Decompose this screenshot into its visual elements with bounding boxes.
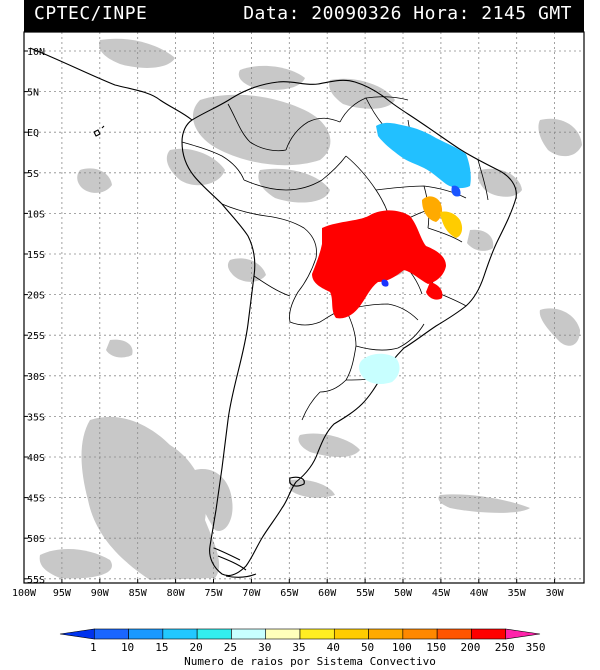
system-cyan: [376, 122, 471, 189]
legend-swatch: [93, 628, 129, 640]
legend-value-label: 100: [392, 641, 412, 654]
datetime-label: Data: 20090326 Hora: 2145 GMT: [243, 3, 572, 24]
lon-tick-label: 30W: [546, 588, 565, 599]
legend-value-label: 25: [224, 641, 237, 654]
legend-swatch: [333, 628, 369, 640]
system-blue-small: [451, 185, 461, 197]
legend-value-label: 10: [121, 641, 134, 654]
legend-value-label: 40: [327, 641, 340, 654]
lon-tick-label: 95W: [53, 588, 72, 599]
lat-tick-label: 20S: [27, 291, 45, 302]
legend-swatch: [196, 628, 232, 640]
lat-tick-label: 5N: [27, 88, 39, 99]
lon-tick-label: 100W: [12, 588, 37, 599]
legend-value-label: 350: [526, 641, 546, 654]
color-legend: 1 10 15 20 25 30 35 40 50 100 150 200 250 350: [59, 628, 546, 654]
legend-value-label: 150: [426, 641, 446, 654]
lon-tick-label: 50W: [394, 588, 413, 599]
lon-tick-label: 40W: [470, 588, 489, 599]
legend-swatch: [436, 628, 472, 640]
system-lightcyan: [359, 353, 400, 384]
lat-tick-label: 35S: [27, 412, 45, 423]
lon-tick-label: 65W: [280, 588, 299, 599]
graticule: [23, 32, 584, 583]
lat-tick-label: 40S: [27, 453, 45, 464]
legend-caption: Numero de raios por Sistema Convectivo: [184, 655, 436, 668]
map-frame: [23, 31, 585, 584]
lat-tick-label: 45S: [27, 494, 45, 505]
system-red-small: [403, 225, 413, 237]
lat-tick-label: 25S: [27, 331, 45, 342]
lat-tick-label: 50S: [27, 534, 45, 545]
legend-swatch: [59, 628, 95, 640]
legend-value-label: 250: [495, 641, 515, 654]
legend-value-label: 15: [155, 641, 168, 654]
source-label: CPTEC/INPE: [34, 3, 148, 24]
legend-swatch: [368, 628, 404, 640]
legend-value-label: 35: [292, 641, 305, 654]
lon-tick-label: 45W: [432, 588, 451, 599]
system-red-main: [312, 210, 446, 319]
lat-tick-label: 55S: [27, 575, 45, 586]
lon-tick-label: 90W: [91, 588, 110, 599]
legend-swatch: [128, 628, 164, 640]
system-orange: [422, 196, 443, 222]
legend-value-label: 50: [361, 641, 374, 654]
lon-tick-label: 60W: [318, 588, 337, 599]
legend-value-label: 30: [258, 641, 271, 654]
legend-swatch: [162, 628, 198, 640]
legend-swatch: [299, 628, 335, 640]
lat-tick-label: 15S: [27, 250, 45, 261]
longitude-axis: 100W 95W 90W 85W 80W 75W 70W 65W 60W 55W 50W 45W 40W…: [12, 579, 565, 599]
legend-swatch: [265, 628, 301, 640]
legend-swatch: [402, 628, 438, 640]
lon-tick-label: 80W: [167, 588, 186, 599]
title-bar: CPTEC/INPE Data: 20090326 Hora: 2145 GMT: [24, 0, 584, 32]
legend-swatch: [505, 628, 541, 640]
legend-swatch: [231, 628, 267, 640]
system-red-east: [426, 282, 443, 300]
cloud-layer: [39, 38, 582, 580]
lat-tick-label: 30S: [27, 372, 45, 383]
latitude-axis: 10N 5N EQ 5S 10S 15S 20S 25S 30S 35S 40S 45S 50S 55S: [24, 47, 45, 586]
system-yellow: [440, 211, 463, 238]
convective-systems: [312, 122, 471, 384]
legend-value-label: 20: [190, 641, 203, 654]
lon-tick-label: 85W: [129, 588, 148, 599]
lon-tick-label: 35W: [508, 588, 527, 599]
south-america-outline: [181, 79, 517, 577]
coastline-layer: [29, 47, 517, 578]
lat-tick-label: EQ: [27, 128, 39, 139]
lon-tick-label: 55W: [356, 588, 375, 599]
legend-value-label: 1: [90, 641, 97, 654]
lat-tick-label: 10N: [27, 47, 45, 58]
lat-tick-label: 5S: [27, 169, 39, 180]
lon-tick-label: 70W: [242, 588, 261, 599]
legend-value-label: 200: [460, 641, 480, 654]
system-blue-dot: [381, 279, 389, 287]
lon-tick-label: 75W: [204, 588, 223, 599]
lat-tick-label: 10S: [27, 209, 45, 220]
legend-swatch: [471, 628, 507, 640]
